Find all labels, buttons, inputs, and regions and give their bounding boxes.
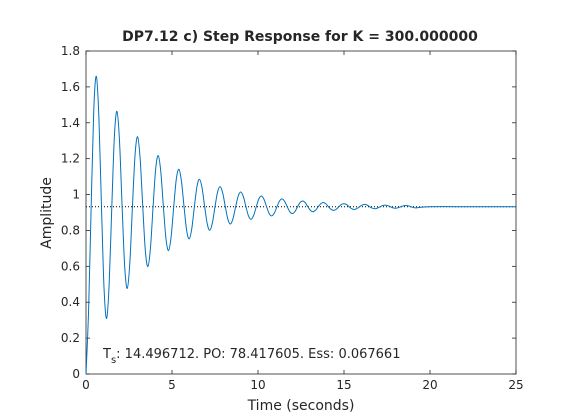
response-line — [85, 75, 516, 375]
y-tick-label: 0.8 — [61, 223, 80, 237]
x-tick-label: 5 — [168, 378, 176, 392]
annotation-subscript: s — [111, 355, 116, 366]
chart-title: DP7.12 c) Step Response for K = 300.0000… — [122, 29, 478, 45]
x-tick-label: 20 — [422, 378, 437, 392]
y-axis-label: Amplitude — [39, 177, 55, 249]
y-tick-label: 1.6 — [61, 80, 80, 94]
y-tick-label: 0.2 — [61, 331, 80, 345]
annotation: Ts: 14.496712. PO: 78.417605. Ess: 0.067… — [102, 347, 400, 366]
x-tick-label: 15 — [336, 378, 351, 392]
annotation-symbol: T — [102, 347, 111, 362]
y-tick-label: 1.2 — [61, 152, 80, 166]
y-tick-label: 0.6 — [61, 259, 80, 273]
x-tick-label: 25 — [508, 378, 523, 392]
y-tick-label: 0 — [72, 367, 80, 381]
x-tick-label: 0 — [82, 378, 90, 392]
y-tick-label: 1.8 — [61, 44, 80, 58]
y-tick-label: 0.4 — [61, 295, 80, 309]
y-tick-label: 1 — [72, 188, 80, 202]
x-axis-label: Time (seconds) — [247, 398, 355, 414]
y-tick-label: 1.4 — [61, 116, 80, 130]
x-tick-label: 10 — [250, 378, 265, 392]
axes-box — [85, 50, 517, 375]
annotation-text: : 14.496712. PO: 78.417605. Ess: 0.06766… — [116, 347, 400, 362]
